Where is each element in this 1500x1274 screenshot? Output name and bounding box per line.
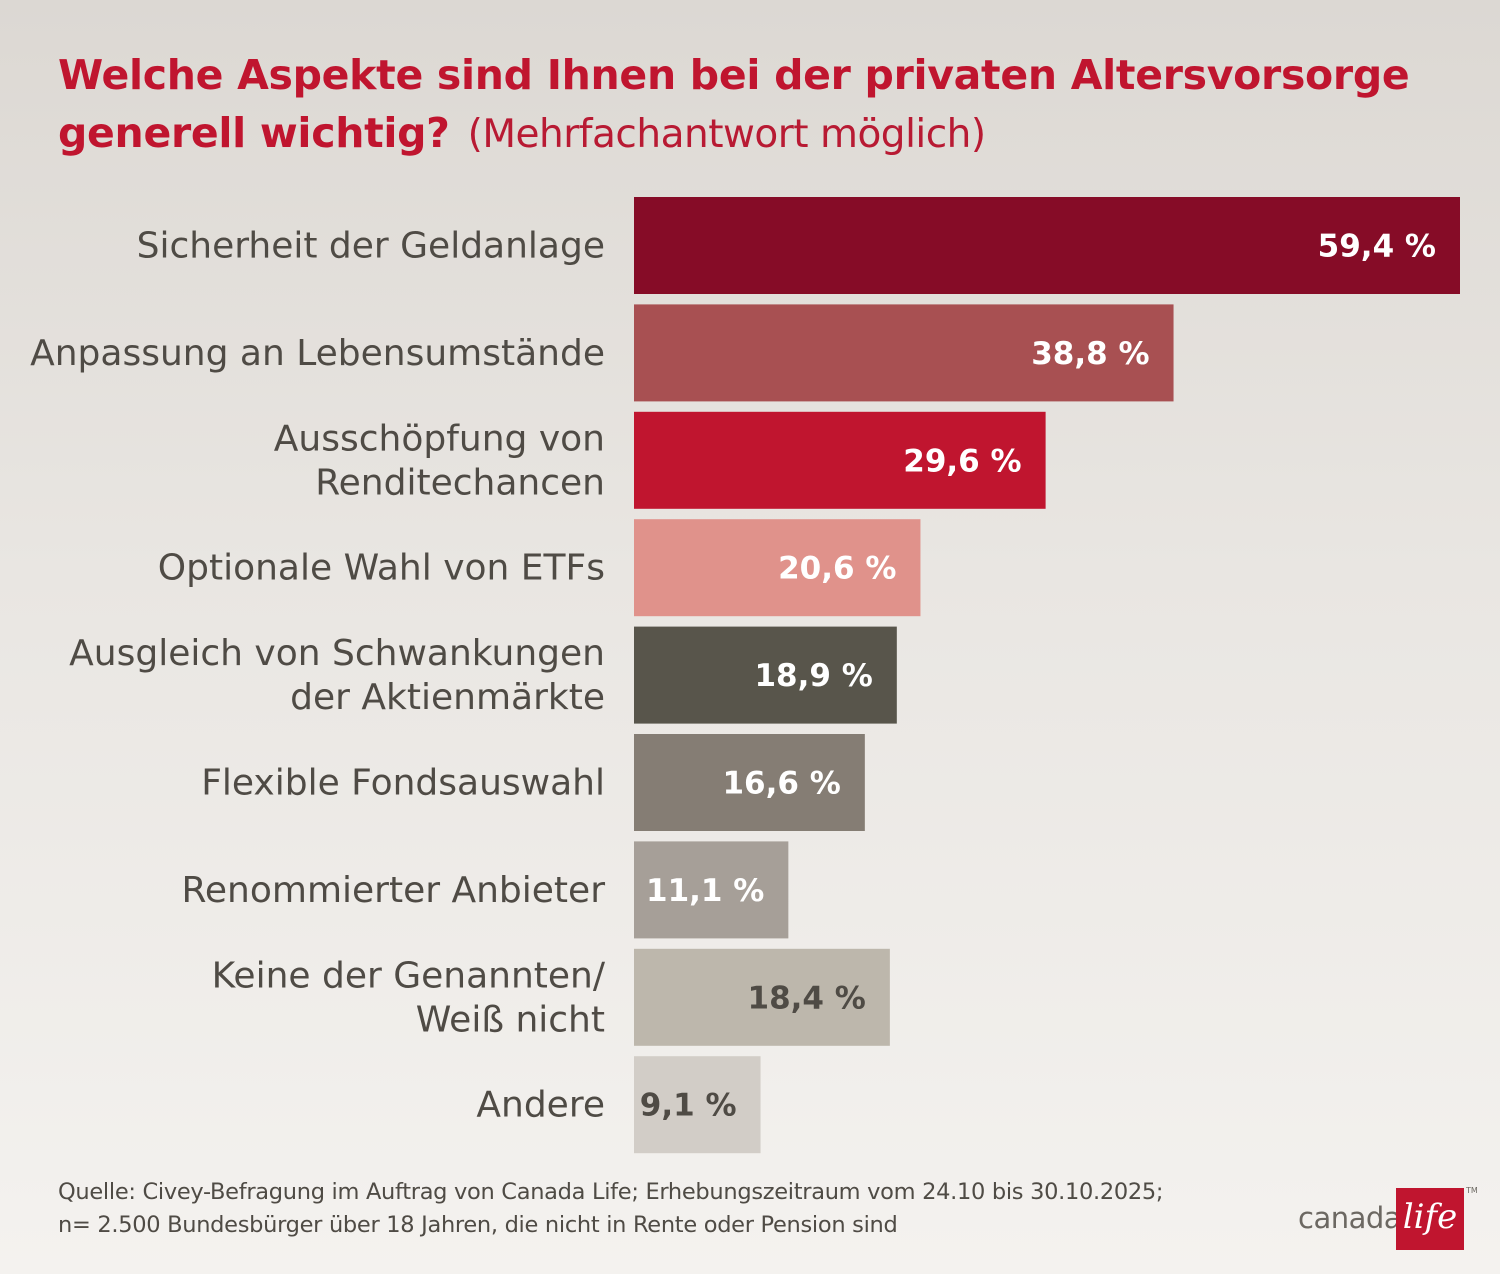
bar-value-label-4: 20,6 %: [778, 551, 896, 587]
category-label-line: Ausschöpfung von: [274, 418, 605, 459]
canada-life-logo: canada life TM: [1298, 1186, 1478, 1252]
bar-value-label-9: 9,1 %: [640, 1088, 737, 1124]
category-label-9: Andere: [476, 1085, 605, 1126]
category-label-5: Ausgleich von Schwankungen der Aktienmärk…: [69, 633, 605, 718]
category-label-line: Renommierter Anbieter: [182, 870, 606, 911]
bar-8: [634, 948, 890, 1046]
category-label-3: Ausschöpfung von Renditechancen: [274, 418, 605, 503]
chart-title: Welche Aspekte sind Ihnen bei der privat…: [58, 46, 1468, 164]
bar-7: [634, 841, 789, 939]
bar-value-label-2: 38,8 %: [1031, 336, 1149, 372]
category-label-line: Anpassung an Lebensumstände: [30, 333, 605, 374]
logo-trademark: TM: [1466, 1186, 1478, 1195]
source-line-1: Quelle: Civey-Befragung im Auftrag von C…: [58, 1179, 1164, 1205]
category-label-line: Sicherheit der Geldanlage: [137, 226, 605, 267]
bar-2: [634, 304, 1174, 402]
bar-value-label-1: 59,4 %: [1318, 229, 1436, 265]
category-label-6: Flexible Fondsauswahl: [201, 763, 605, 804]
category-label-line: Flexible Fondsauswahl: [201, 763, 605, 804]
bar-1: [634, 197, 1460, 294]
bar-9: [634, 1056, 761, 1154]
bar-6: [634, 734, 865, 831]
category-label-7: Renommierter Anbieter: [182, 870, 606, 911]
category-label-line: Optionale Wahl von ETFs: [158, 548, 605, 589]
bar-5: [634, 626, 897, 724]
bar-value-label-8: 18,4 %: [748, 980, 866, 1016]
category-label-line: Ausgleich von Schwankungen: [69, 633, 605, 674]
logo-text: canada: [1298, 1201, 1402, 1235]
category-label-line: Weiß nicht: [416, 999, 605, 1040]
bar-value-label-7: 11,1 %: [646, 873, 764, 909]
category-label-1: Sicherheit der Geldanlage: [137, 226, 605, 267]
category-label-4: Optionale Wahl von ETFs: [158, 548, 605, 589]
chart-title-main: Welche Aspekte sind Ihnen bei der privat…: [58, 51, 1410, 157]
category-label-line: Andere: [476, 1085, 605, 1126]
bar-value-label-5: 18,9 %: [754, 658, 872, 694]
logo-box: life: [1396, 1188, 1464, 1250]
source-line-2: n= 2.500 Bundesbürger über 18 Jahren, di…: [58, 1212, 898, 1238]
bar-value-label-3: 29,6 %: [903, 443, 1021, 479]
category-label-line: Keine der Genannten/: [212, 955, 606, 996]
bar-value-label-6: 16,6 %: [722, 766, 840, 802]
category-label-line: Renditechancen: [315, 462, 605, 503]
bar-4: [634, 519, 921, 617]
bar-3: [634, 411, 1046, 509]
category-label-8: Keine der Genannten/Weiß nicht: [212, 955, 606, 1040]
category-label-2: Anpassung an Lebensumstände: [30, 333, 605, 374]
chart-title-sub: (Mehrfachantwort möglich): [467, 112, 986, 157]
source-note: Quelle: Civey-Befragung im Auftrag von C…: [58, 1176, 1163, 1242]
category-label-line: der Aktienmärkte: [290, 677, 605, 718]
